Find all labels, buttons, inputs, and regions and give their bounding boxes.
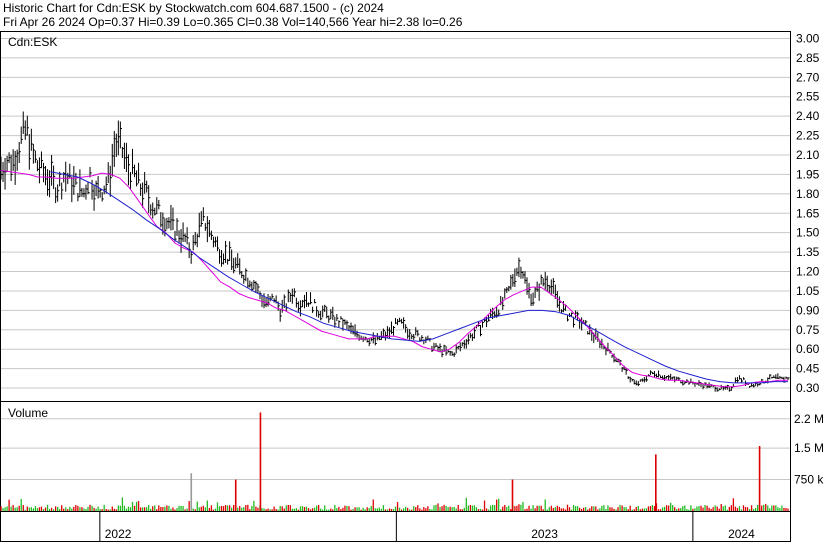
price-panel-frame bbox=[0, 31, 791, 402]
price-tick-label: 2.25 bbox=[796, 129, 820, 143]
volume-bars bbox=[0, 412, 789, 511]
volume-gridlines bbox=[1, 418, 790, 481]
time-axis-frame bbox=[0, 511, 791, 542]
price-tick-label: 0.45 bbox=[796, 362, 820, 376]
price-tick-label: 1.05 bbox=[796, 284, 820, 298]
volume-tick-label: 750 k bbox=[794, 473, 824, 487]
volume-label: Volume bbox=[8, 406, 48, 420]
price-tick-label: 1.95 bbox=[796, 167, 820, 181]
year-label: 2023 bbox=[531, 527, 558, 541]
price-tick-label: 2.40 bbox=[796, 109, 820, 123]
volume-tick-label: 2.2 M bbox=[794, 412, 824, 426]
price-tick-label: 0.90 bbox=[796, 303, 820, 317]
price-gridlines bbox=[1, 37, 790, 389]
moving-average-short-line bbox=[0, 170, 788, 388]
price-tick-label: 0.30 bbox=[796, 381, 820, 395]
price-tick-label: 1.50 bbox=[796, 226, 820, 240]
price-axis-labels: 3.00 2.85 2.70 2.55 2.40 2.25 2.10 1.95 1.80 1.65… bbox=[796, 31, 820, 395]
price-tick-label: 1.20 bbox=[796, 265, 820, 279]
volume-axis-labels: 2.2 M 1.5 M 750 k bbox=[794, 412, 824, 487]
price-tick-label: 2.10 bbox=[796, 148, 820, 162]
chart-title: Historic Chart for Cdn:ESK by Stockwatch… bbox=[3, 1, 384, 15]
year-label: 2022 bbox=[105, 527, 132, 541]
symbol-label: Cdn:ESK bbox=[8, 35, 57, 49]
time-axis: 2022 2023 2024 bbox=[99, 511, 755, 542]
price-tick-label: 1.65 bbox=[796, 206, 820, 220]
year-label: 2024 bbox=[728, 527, 755, 541]
price-tick-label: 2.55 bbox=[796, 90, 820, 104]
price-tick-label: 2.70 bbox=[796, 70, 820, 84]
volume-tick-label: 1.5 M bbox=[794, 441, 824, 455]
price-bars bbox=[0, 111, 790, 392]
volume-panel-frame bbox=[0, 401, 791, 512]
price-tick-label: 1.35 bbox=[796, 245, 820, 259]
price-tick-label: 1.80 bbox=[796, 187, 820, 201]
price-tick-label: 2.85 bbox=[796, 51, 820, 65]
price-tick-label: 0.60 bbox=[796, 342, 820, 356]
moving-average-long-line bbox=[50, 171, 788, 384]
quote-summary: Fri Apr 26 2024 Op=0.37 Hi=0.39 Lo=0.365… bbox=[3, 15, 463, 29]
price-tick-label: 0.75 bbox=[796, 323, 820, 337]
price-tick-label: 3.00 bbox=[796, 31, 820, 45]
